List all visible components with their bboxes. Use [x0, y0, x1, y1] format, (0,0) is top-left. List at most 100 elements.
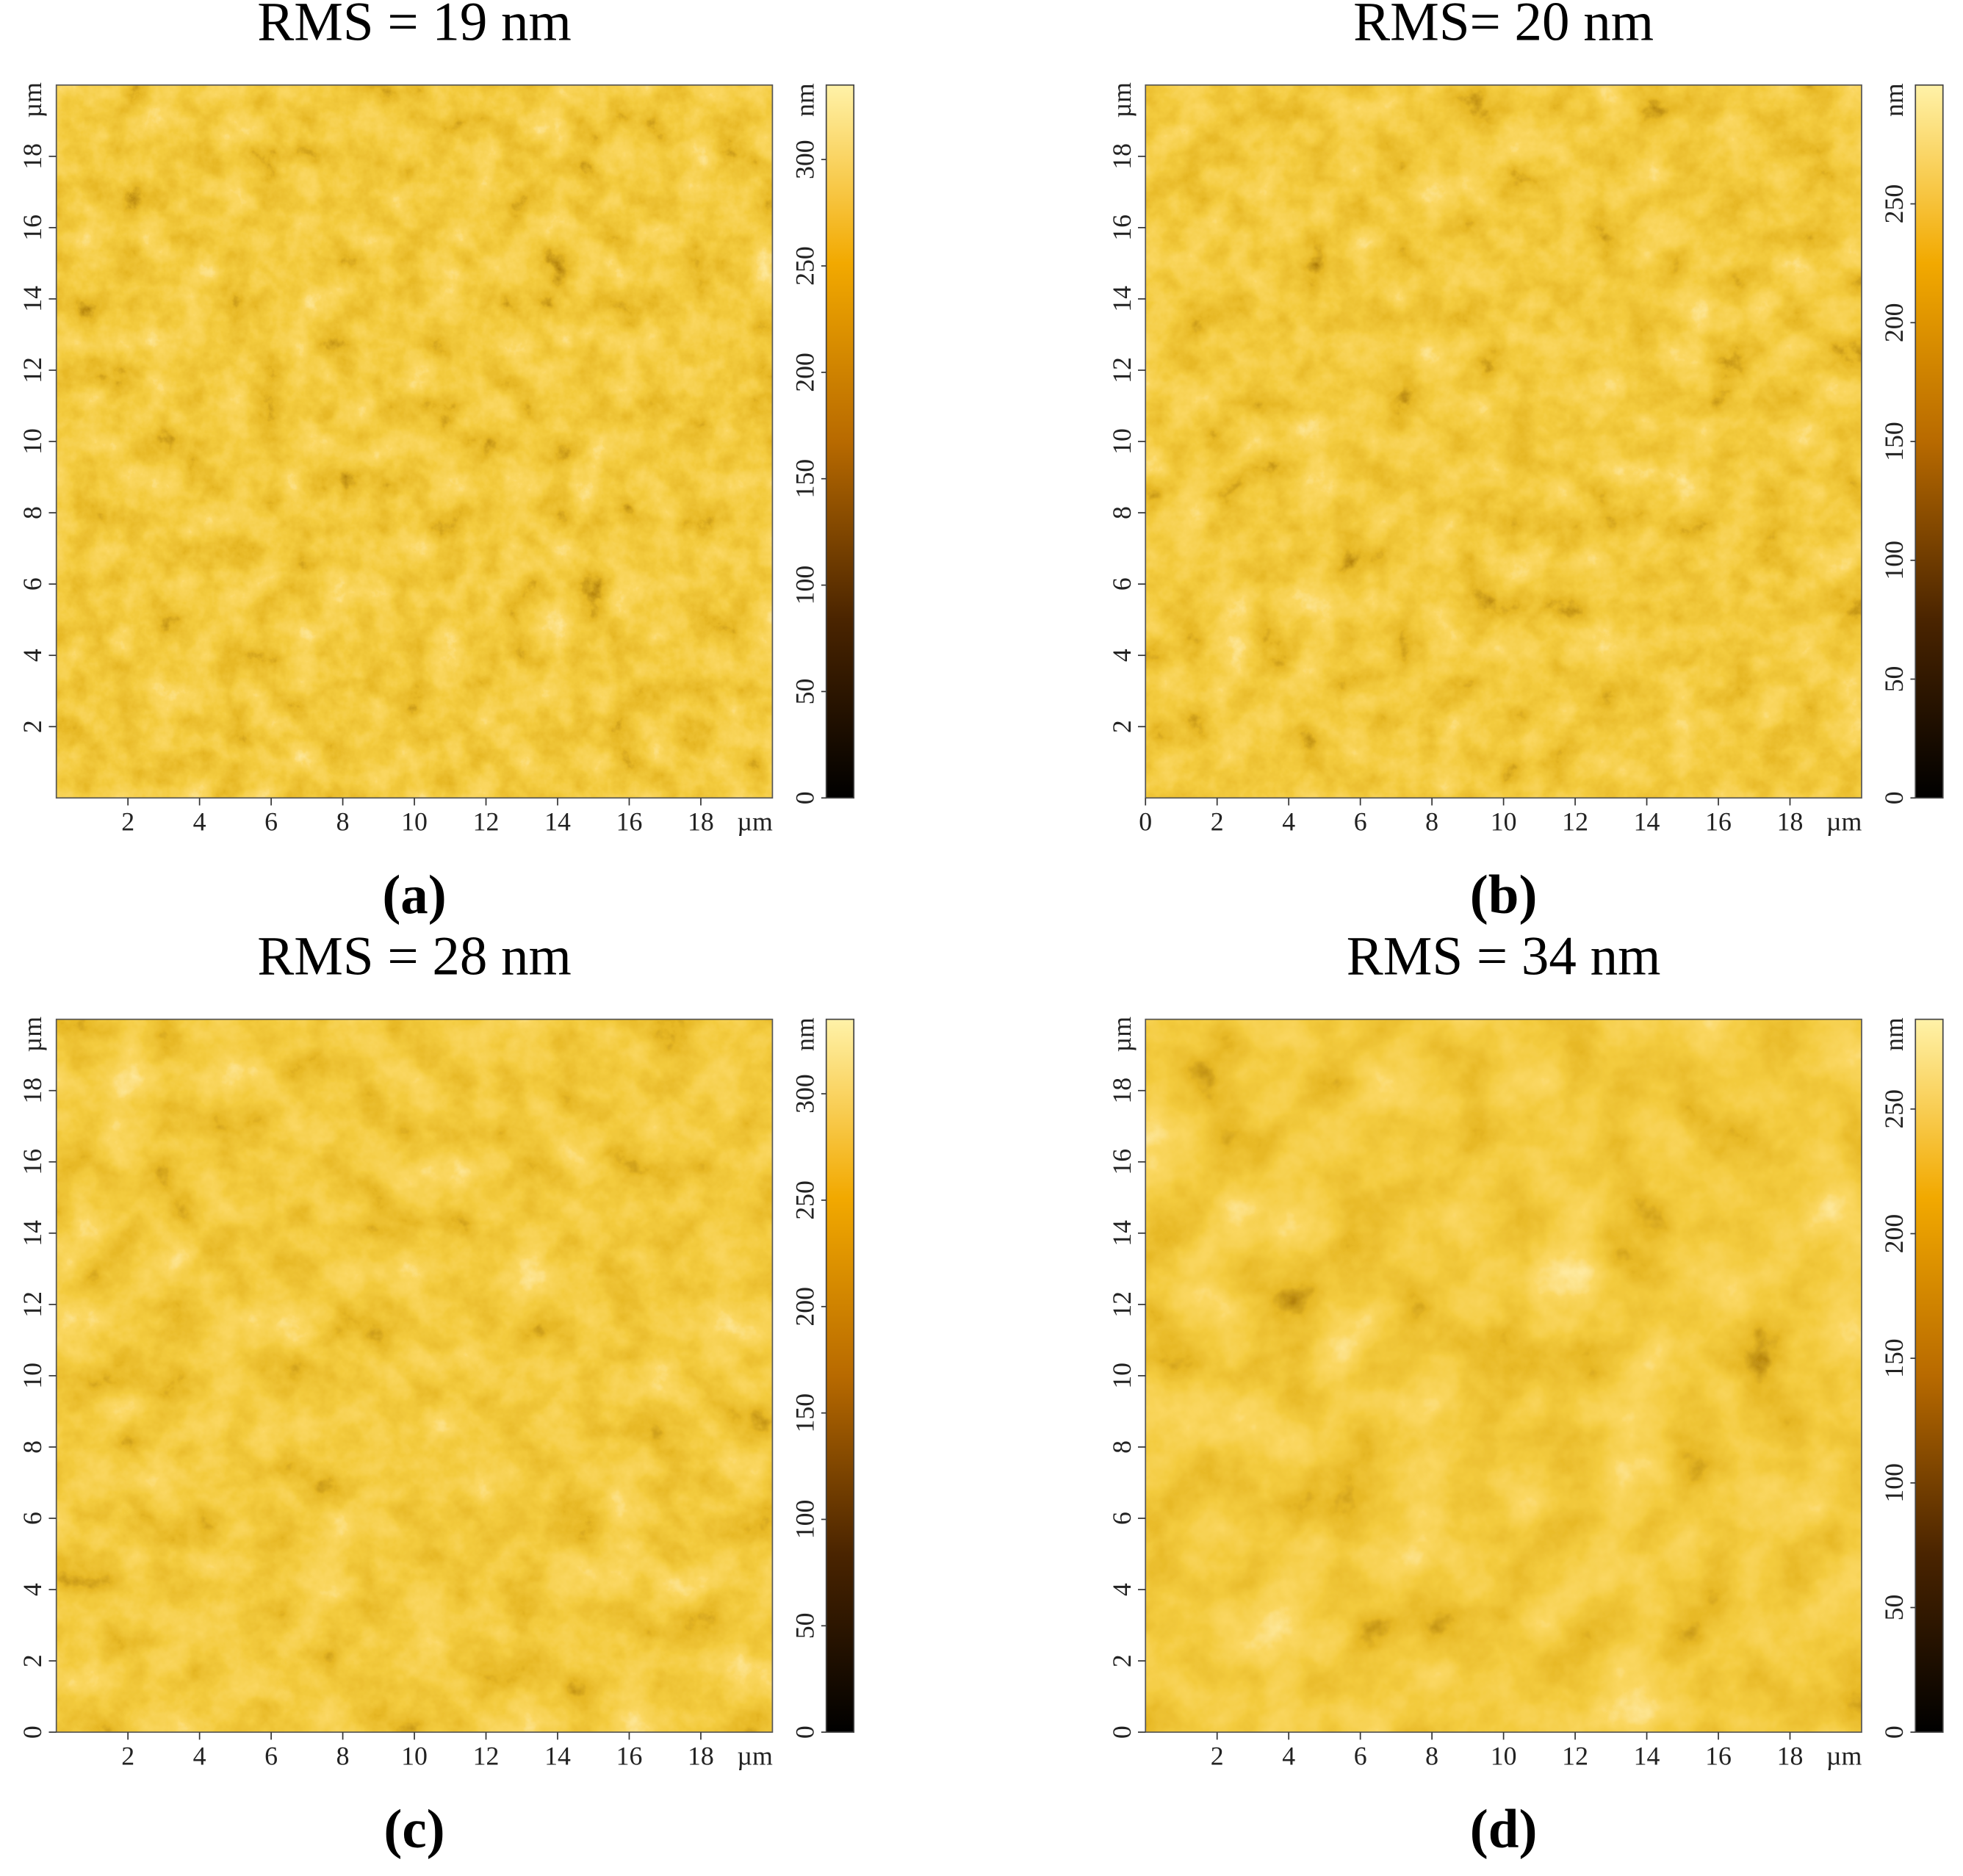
- panel-caption: (d): [1470, 1799, 1538, 1860]
- y-tick-label: 16: [1107, 1149, 1137, 1175]
- afm-image: [56, 1019, 773, 1733]
- y-tick-label: 10: [1107, 1363, 1137, 1389]
- y-tick-label: 8: [1107, 506, 1137, 519]
- x-tick-label: 8: [1425, 807, 1438, 837]
- colorbar-unit: nm: [790, 1017, 820, 1051]
- y-tick-label: 14: [1107, 1220, 1137, 1247]
- x-tick-label: 14: [1634, 1741, 1660, 1770]
- y-tick-label: 6: [18, 577, 47, 591]
- x-tick-label: 18: [688, 807, 714, 837]
- panel-title: RMS = 28 nm: [257, 926, 572, 986]
- colorbar-unit: nm: [1879, 1017, 1909, 1051]
- colorbar-tick-label: 0: [790, 791, 820, 804]
- y-tick-label: 14: [1107, 286, 1137, 312]
- colorbar-tick-label: 150: [1879, 422, 1909, 461]
- x-unit: µm: [1826, 807, 1862, 837]
- x-tick-label: 18: [1777, 1741, 1804, 1770]
- y-tick-label: 6: [18, 1512, 47, 1525]
- colorbar-tick-label: 300: [790, 1074, 820, 1114]
- afm-image: [56, 84, 773, 798]
- colorbar-tick-label: 250: [790, 1180, 820, 1220]
- y-unit: µm: [18, 1017, 47, 1053]
- x-tick-label: 16: [616, 807, 643, 837]
- colorbar: [825, 84, 855, 799]
- y-tick-label: 16: [18, 214, 47, 241]
- y-tick-label: 6: [1107, 1512, 1137, 1525]
- colorbar-tick-label: 0: [790, 1725, 820, 1739]
- x-tick-label: 2: [1211, 1741, 1224, 1770]
- x-tick-label: 8: [336, 807, 350, 837]
- panel-caption: (c): [383, 1799, 444, 1860]
- y-tick-label: 2: [1107, 720, 1137, 733]
- y-tick-label: 8: [1107, 1440, 1137, 1454]
- y-tick-label: 18: [1107, 143, 1137, 170]
- y-tick-label: 8: [18, 1440, 47, 1454]
- x-tick-label: 18: [688, 1741, 714, 1770]
- panel-title: RMS= 20 nm: [1353, 0, 1654, 52]
- y-tick-label: 4: [18, 649, 47, 662]
- x-tick-label: 4: [1282, 807, 1295, 837]
- x-tick-label: 14: [1634, 807, 1660, 837]
- x-tick-label: 8: [1425, 1741, 1438, 1770]
- panel-caption: (b): [1470, 865, 1538, 926]
- x-tick-label: 10: [1491, 1741, 1517, 1770]
- x-tick-label: 14: [544, 1741, 571, 1770]
- x-tick-label: 12: [1562, 807, 1588, 837]
- y-tick-label: 14: [18, 1220, 47, 1247]
- y-tick-label: 2: [18, 720, 47, 733]
- x-tick-label: 4: [193, 807, 206, 837]
- x-tick-label: 6: [1354, 1741, 1367, 1770]
- x-tick-label: 2: [1211, 807, 1224, 837]
- x-tick-label: 6: [264, 807, 278, 837]
- x-tick-label: 18: [1777, 807, 1804, 837]
- x-unit: µm: [1826, 1741, 1862, 1770]
- y-tick-label: 2: [1107, 1654, 1137, 1667]
- y-tick-label: 16: [1107, 214, 1137, 241]
- colorbar-tick-label: 0: [1879, 1725, 1909, 1739]
- colorbar-tick-label: 100: [1879, 1463, 1909, 1503]
- afm-image: [1145, 1019, 1862, 1733]
- y-tick-label: 12: [1107, 357, 1137, 383]
- y-unit: µm: [1107, 1017, 1137, 1053]
- x-tick-label: 6: [1354, 807, 1367, 837]
- colorbar: [825, 1018, 855, 1734]
- colorbar-tick-label: 250: [1879, 1089, 1909, 1129]
- y-tick-label: 18: [18, 143, 47, 170]
- colorbar-tick-label: 100: [790, 566, 820, 605]
- y-tick-label: 10: [1107, 428, 1137, 455]
- x-tick-label: 0: [1139, 807, 1152, 837]
- y-tick-label: 2: [18, 1654, 47, 1667]
- y-tick-label: 4: [1107, 649, 1137, 662]
- y-tick-label: 0: [1107, 1725, 1137, 1739]
- colorbar-tick-label: 0: [1879, 791, 1909, 804]
- y-tick-label: 10: [18, 428, 47, 455]
- colorbar-tick-label: 150: [1879, 1338, 1909, 1378]
- y-tick-label: 18: [18, 1078, 47, 1104]
- y-tick-label: 18: [1107, 1078, 1137, 1104]
- colorbar-tick-label: 250: [1879, 184, 1909, 224]
- colorbar: [1915, 84, 1944, 799]
- y-tick-label: 12: [18, 1291, 47, 1318]
- y-tick-label: 14: [18, 286, 47, 312]
- y-tick-label: 6: [1107, 577, 1137, 591]
- x-tick-label: 12: [473, 1741, 500, 1770]
- y-unit: µm: [1107, 82, 1137, 118]
- colorbar-tick-label: 200: [1879, 1214, 1909, 1254]
- x-unit: µm: [737, 807, 773, 837]
- y-tick-label: 0: [18, 1725, 47, 1739]
- colorbar-tick-label: 50: [790, 679, 820, 705]
- panel-title: RMS = 19 nm: [257, 0, 572, 52]
- colorbar: [1915, 1018, 1944, 1734]
- y-tick-label: 10: [18, 1363, 47, 1389]
- colorbar-unit: nm: [790, 83, 820, 117]
- colorbar-tick-label: 50: [790, 1612, 820, 1639]
- y-tick-label: 4: [1107, 1583, 1137, 1596]
- x-tick-label: 10: [401, 807, 428, 837]
- colorbar-tick-label: 50: [1879, 666, 1909, 693]
- colorbar-tick-label: 50: [1879, 1595, 1909, 1621]
- colorbar-tick-label: 200: [1879, 303, 1909, 342]
- x-unit: µm: [737, 1741, 773, 1770]
- x-tick-label: 10: [401, 1741, 428, 1770]
